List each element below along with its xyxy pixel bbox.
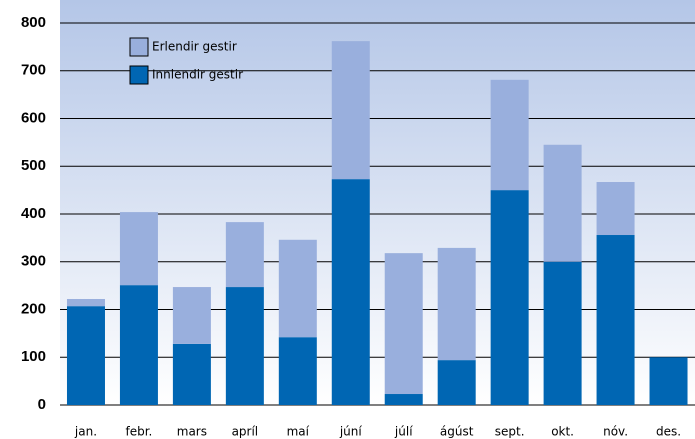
y-tick-label: 0 (38, 396, 46, 413)
x-tick-label: sept. (495, 425, 525, 439)
x-tick-label: mars (177, 425, 207, 439)
bar-segment (490, 190, 529, 405)
bar-segment (490, 79, 529, 191)
legend-label: Innlendir gestir (152, 68, 243, 82)
bar-segment (66, 298, 105, 307)
bar-segment (384, 253, 423, 395)
y-tick-label: 300 (21, 253, 46, 270)
bar-segment (331, 179, 370, 405)
x-tick-label: júlí (394, 425, 413, 439)
bar-segment (119, 285, 158, 405)
bar-segment (543, 261, 582, 405)
y-tick-label: 100 (21, 348, 46, 365)
x-tick-label: des. (656, 425, 681, 439)
x-tick-label: ágúst (440, 425, 474, 439)
bar-segment (172, 343, 211, 405)
legend-swatch (129, 37, 149, 57)
plot-background (60, 0, 695, 405)
x-tick-label: jan. (74, 425, 97, 439)
bar-segment (331, 41, 370, 180)
x-tick-label: febr. (126, 425, 153, 439)
y-tick-label: 400 (21, 205, 46, 222)
bar-segment (66, 306, 105, 405)
x-tick-label: nóv. (603, 425, 628, 439)
x-tick-label: júní (339, 425, 363, 439)
x-tick-label: apríl (232, 425, 259, 439)
x-tick-label: maí (287, 425, 310, 439)
y-tick-label: 700 (21, 62, 46, 79)
bar-segment (596, 235, 635, 405)
bar-segment (278, 337, 317, 405)
y-tick-label: 200 (21, 300, 46, 317)
bar-segment (437, 247, 476, 361)
legend-swatch (129, 65, 149, 85)
y-tick-label: 500 (21, 157, 46, 174)
bar-segment (649, 357, 688, 405)
bar-segment (119, 212, 158, 286)
bar-segment (596, 182, 635, 236)
legend-label: Erlendir gestir (152, 40, 237, 54)
bar-segment (437, 360, 476, 405)
bar-segment (384, 394, 423, 405)
bar-segment (278, 239, 317, 338)
bar-segment (225, 287, 264, 405)
x-tick-label: okt. (551, 425, 574, 439)
y-tick-label: 800 (21, 14, 46, 31)
bar-segment (172, 287, 211, 344)
y-tick-label: 600 (21, 109, 46, 126)
bar-segment (225, 222, 264, 288)
bar-segment (543, 144, 582, 262)
